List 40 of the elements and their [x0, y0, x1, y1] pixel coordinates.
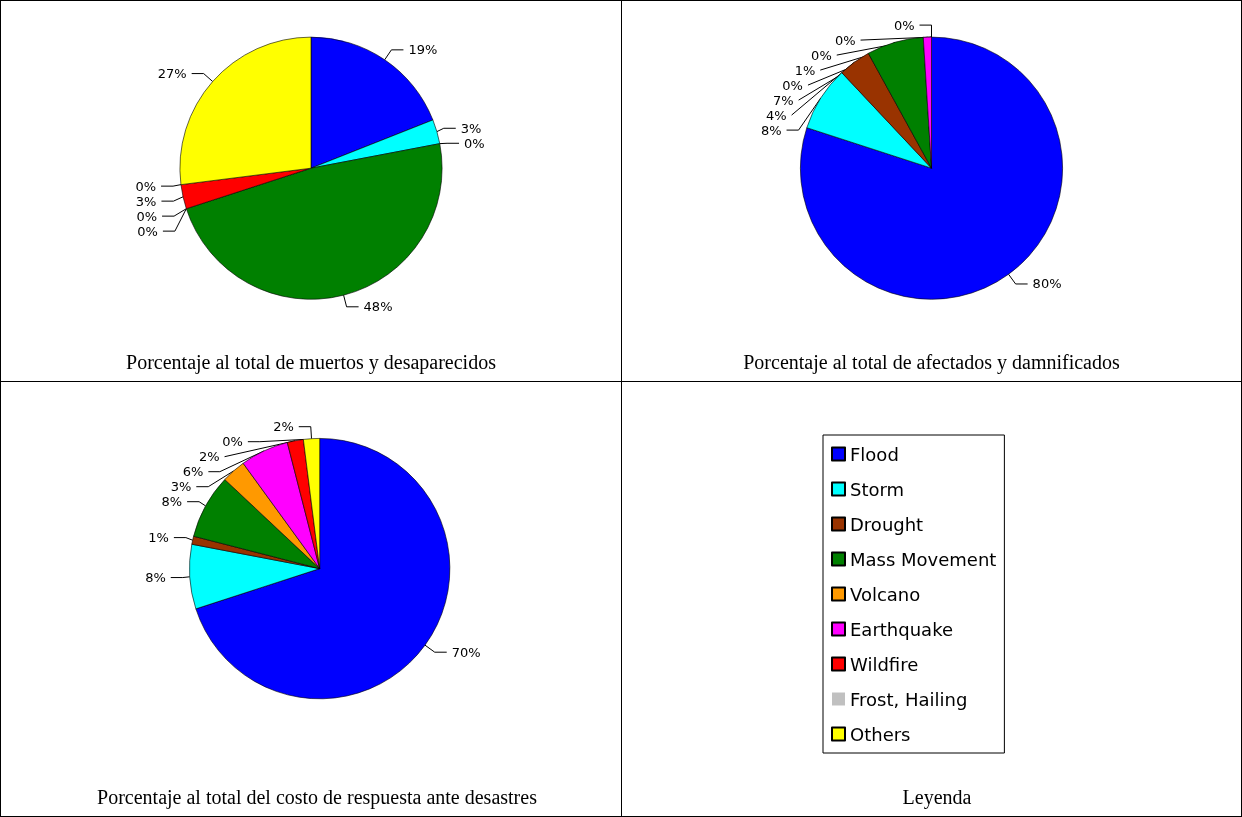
- data-label: 80%: [1032, 276, 1062, 292]
- text: 0%: [464, 135, 485, 151]
- text: Porcentaje al total de muertos y desaparecidos: [126, 351, 497, 374]
- text: 0%: [893, 17, 915, 33]
- data-label: 1%: [794, 62, 816, 78]
- data-label: 19%: [408, 42, 438, 58]
- legend-label: Wildfire: [850, 653, 919, 675]
- text: Porcentaje al total de afectados y damnificados: [743, 351, 1120, 374]
- legend-label: Flood: [850, 443, 899, 465]
- data-label: 4%: [765, 107, 787, 123]
- data-label: 8%: [760, 122, 782, 138]
- legend-title: Leyenda: [902, 786, 972, 809]
- legend-label: Volcano: [850, 583, 921, 605]
- data-label: 70%: [451, 644, 481, 660]
- legend-label: Frost, Hailing: [850, 688, 968, 710]
- data-label: 27%: [157, 66, 187, 82]
- legend-label: Storm: [850, 478, 905, 500]
- data-label: 1%: [148, 530, 169, 546]
- data-label: 3%: [170, 479, 192, 495]
- text: 0%: [135, 178, 157, 194]
- data-label: 8%: [145, 570, 166, 586]
- legend-label: Drought: [850, 513, 924, 535]
- text: 0%: [782, 77, 803, 93]
- data-label: 2%: [273, 419, 294, 435]
- text: 0%: [137, 223, 158, 239]
- text: 0%: [834, 32, 856, 48]
- data-label: 48%: [363, 299, 393, 315]
- text: 0%: [811, 47, 832, 63]
- data-label: 2%: [198, 449, 220, 465]
- legend-label: Others: [850, 723, 911, 745]
- legend-label: Earthquake: [850, 618, 953, 640]
- data-label: 6%: [182, 464, 204, 480]
- legend-label: Mass Movement: [850, 548, 997, 570]
- data-label: 3%: [460, 120, 482, 136]
- data-label: 3%: [135, 193, 157, 209]
- text: 0%: [222, 434, 243, 450]
- text: 0%: [136, 208, 158, 224]
- text: Porcentaje al total del costo de respuesta ante desastres: [97, 786, 538, 809]
- data-label: 7%: [773, 92, 794, 108]
- data-label: 8%: [161, 494, 183, 510]
